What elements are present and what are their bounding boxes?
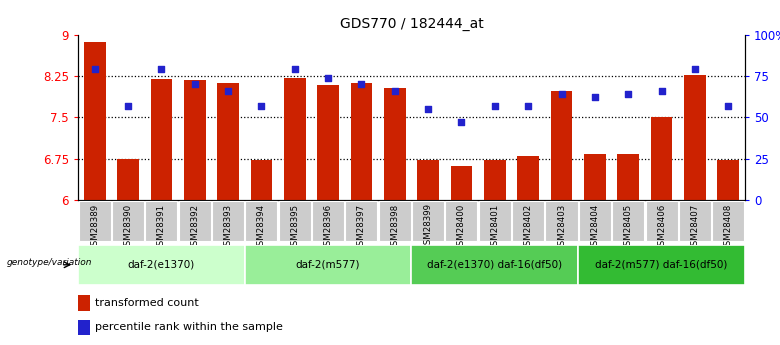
Text: GSM28389: GSM28389 bbox=[90, 204, 99, 250]
Text: percentile rank within the sample: percentile rank within the sample bbox=[94, 322, 282, 332]
Point bbox=[255, 103, 268, 108]
Point bbox=[388, 88, 401, 93]
Bar bbox=[278, 200, 310, 241]
Point bbox=[422, 106, 434, 112]
Bar bbox=[184, 80, 206, 200]
Text: GSM28396: GSM28396 bbox=[324, 204, 332, 250]
Text: GSM28404: GSM28404 bbox=[590, 204, 599, 251]
Bar bbox=[718, 160, 739, 200]
Bar bbox=[350, 82, 372, 200]
Text: GSM28399: GSM28399 bbox=[424, 204, 433, 250]
Bar bbox=[679, 200, 711, 241]
Text: daf-2(m577): daf-2(m577) bbox=[296, 260, 360, 270]
Bar bbox=[78, 319, 90, 335]
Point bbox=[722, 103, 735, 108]
Point bbox=[555, 91, 568, 97]
Bar bbox=[112, 200, 144, 241]
Bar bbox=[578, 245, 745, 285]
Text: genotype/variation: genotype/variation bbox=[6, 258, 92, 267]
Text: GSM28402: GSM28402 bbox=[523, 204, 533, 251]
Bar bbox=[579, 200, 611, 241]
Bar bbox=[551, 91, 573, 200]
Text: GSM28398: GSM28398 bbox=[390, 204, 399, 250]
Bar bbox=[712, 200, 744, 241]
Bar bbox=[78, 295, 90, 311]
Bar bbox=[217, 83, 239, 200]
Point bbox=[488, 103, 501, 108]
Bar bbox=[684, 75, 706, 200]
Title: GDS770 / 182444_at: GDS770 / 182444_at bbox=[339, 17, 484, 31]
Point bbox=[689, 67, 701, 72]
Text: GSM28408: GSM28408 bbox=[724, 204, 732, 251]
Bar bbox=[246, 200, 278, 241]
Text: GSM28393: GSM28393 bbox=[224, 204, 232, 250]
Text: GSM28397: GSM28397 bbox=[357, 204, 366, 250]
Text: GSM28403: GSM28403 bbox=[557, 204, 566, 251]
Text: daf-2(m577) daf-16(df50): daf-2(m577) daf-16(df50) bbox=[595, 260, 728, 270]
Text: GSM28392: GSM28392 bbox=[190, 204, 199, 250]
Bar bbox=[151, 79, 172, 200]
Bar bbox=[646, 200, 678, 241]
Point bbox=[289, 67, 301, 72]
Bar bbox=[179, 200, 211, 241]
Bar bbox=[617, 154, 639, 200]
Text: GSM28401: GSM28401 bbox=[491, 204, 499, 251]
Bar bbox=[512, 200, 544, 241]
Bar bbox=[245, 245, 412, 285]
Bar bbox=[212, 200, 244, 241]
Point bbox=[122, 103, 134, 108]
Bar bbox=[484, 160, 505, 200]
Point bbox=[622, 91, 634, 97]
Bar bbox=[517, 157, 539, 200]
Text: GSM28390: GSM28390 bbox=[123, 204, 133, 250]
Point bbox=[88, 67, 101, 72]
Bar bbox=[346, 200, 378, 241]
Bar bbox=[412, 245, 578, 285]
Bar bbox=[612, 200, 644, 241]
Bar bbox=[312, 200, 344, 241]
Bar bbox=[79, 200, 111, 241]
Bar bbox=[584, 154, 606, 200]
Text: transformed count: transformed count bbox=[94, 298, 198, 308]
Bar bbox=[479, 200, 511, 241]
Bar bbox=[417, 160, 439, 200]
Text: GSM28391: GSM28391 bbox=[157, 204, 166, 250]
Text: GSM28405: GSM28405 bbox=[624, 204, 633, 251]
Point bbox=[155, 67, 168, 72]
Text: daf-2(e1370): daf-2(e1370) bbox=[128, 260, 195, 270]
Point bbox=[322, 75, 335, 80]
Point bbox=[655, 88, 668, 93]
Bar bbox=[412, 200, 444, 241]
Bar bbox=[545, 200, 577, 241]
Point bbox=[222, 88, 234, 93]
Point bbox=[589, 95, 601, 100]
Text: GSM28395: GSM28395 bbox=[290, 204, 300, 250]
Bar bbox=[83, 42, 105, 200]
Bar bbox=[317, 85, 339, 200]
Bar bbox=[445, 200, 477, 241]
Text: GSM28407: GSM28407 bbox=[690, 204, 700, 251]
Bar bbox=[145, 200, 177, 241]
Text: GSM28406: GSM28406 bbox=[657, 204, 666, 251]
Point bbox=[355, 81, 367, 87]
Bar bbox=[379, 200, 411, 241]
Text: GSM28394: GSM28394 bbox=[257, 204, 266, 250]
Bar bbox=[117, 159, 139, 200]
Bar bbox=[250, 160, 272, 200]
Bar bbox=[451, 166, 473, 200]
Text: daf-2(e1370) daf-16(df50): daf-2(e1370) daf-16(df50) bbox=[427, 260, 562, 270]
Point bbox=[522, 103, 534, 108]
Bar bbox=[384, 88, 406, 200]
Bar bbox=[284, 78, 306, 200]
Point bbox=[189, 81, 201, 87]
Bar bbox=[78, 245, 245, 285]
Point bbox=[456, 119, 468, 125]
Bar bbox=[651, 117, 672, 200]
Text: GSM28400: GSM28400 bbox=[457, 204, 466, 251]
